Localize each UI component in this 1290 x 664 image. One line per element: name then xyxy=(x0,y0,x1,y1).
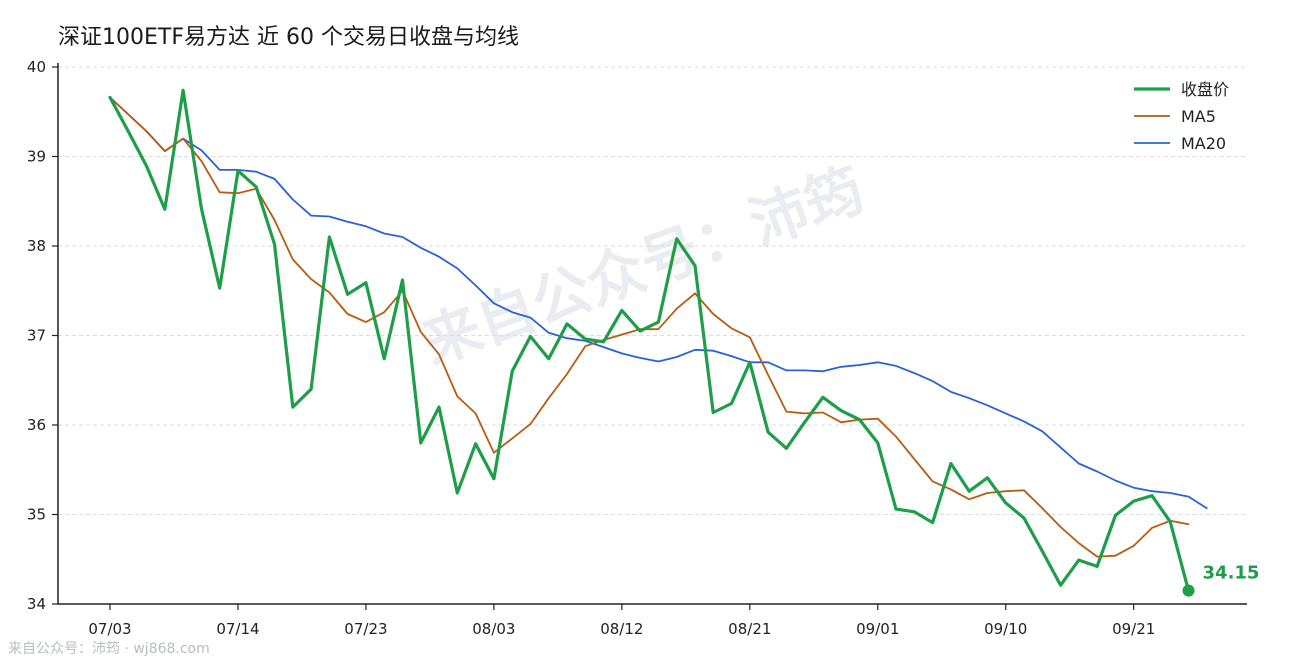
y-tick-label: 38 xyxy=(27,237,46,255)
legend-label: MA20 xyxy=(1181,134,1226,153)
y-tick-label: 35 xyxy=(27,506,46,524)
series-line-MA5 xyxy=(109,96,1190,558)
x-tick-label: 07/14 xyxy=(216,620,259,638)
legend-label: MA5 xyxy=(1181,107,1216,126)
x-tick-label: 09/01 xyxy=(856,620,899,638)
series-line-收盘价 xyxy=(108,88,1191,593)
x-tick-label: 07/03 xyxy=(88,620,131,638)
last-close-label: 34.15 xyxy=(1203,563,1260,584)
grid-lines xyxy=(58,66,1247,605)
y-tick-label: 40 xyxy=(27,58,46,76)
axes: 34 35 36 37 38 39 40 07/03 07/14 07/23 08/03 08/12 0… xyxy=(27,58,1247,638)
watermark-center: 来自公众号：沛筠 xyxy=(414,155,873,378)
x-tick-label: 08/03 xyxy=(472,620,515,638)
y-tick-label: 34 xyxy=(27,595,46,613)
last-close-marker xyxy=(1182,584,1195,597)
series-lines xyxy=(108,88,1208,593)
x-tick-label: 09/21 xyxy=(1112,620,1155,638)
y-tick-label: 36 xyxy=(27,416,46,434)
data-labels: 34.15 xyxy=(1182,563,1260,597)
x-tick-label: 08/21 xyxy=(728,620,771,638)
chart-title: 深证100ETF易方达 近 60 个交易日收盘与均线 xyxy=(58,25,519,50)
x-tick-label: 07/23 xyxy=(344,620,387,638)
y-tick-label: 37 xyxy=(27,327,46,345)
x-tick-label: 09/10 xyxy=(984,620,1027,638)
x-tick-label: 08/12 xyxy=(600,620,643,638)
legend-label: 收盘价 xyxy=(1181,80,1229,99)
legend: 收盘价 MA5 MA20 xyxy=(1134,80,1229,153)
footer-watermark: 来自公众号：沛筠 · wj868.com xyxy=(8,641,210,657)
series-line-MA20 xyxy=(109,96,1208,510)
y-tick-label: 39 xyxy=(27,148,46,166)
